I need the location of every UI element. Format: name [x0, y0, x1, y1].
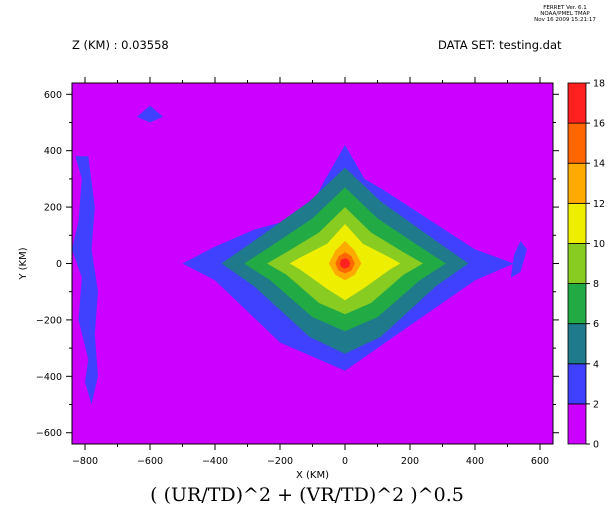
colorbar-label-3: 6 — [593, 319, 599, 330]
y-tick-label-0: −600 — [36, 428, 62, 439]
x-tick-label-2: −400 — [202, 456, 228, 467]
colorbar-band-0 — [567, 403, 587, 445]
colorbar-label-1: 2 — [593, 399, 599, 410]
y-tick-label-5: 400 — [44, 146, 62, 157]
ferret-version: FERRET Ver. 6.1 — [543, 5, 587, 11]
colorbar-band-1 — [567, 363, 587, 405]
colorbar-band-7 — [567, 122, 587, 164]
colorbar-band-8 — [567, 82, 587, 124]
y-tick-label-2: −200 — [36, 315, 62, 326]
ferret-org: NOAA/PMEL TMAP — [540, 11, 590, 17]
y-axis-title: Y (KM) — [18, 247, 29, 280]
colorbar-label-5: 10 — [593, 239, 605, 250]
x-tick-label-3: −200 — [267, 456, 293, 467]
side-feature-0 — [72, 156, 98, 405]
x-tick-label-6: 400 — [466, 456, 484, 467]
side-feature-1 — [510, 240, 527, 278]
x-tick-label-0: −800 — [72, 456, 98, 467]
colorbar-label-6: 12 — [593, 199, 605, 210]
side-feature-2 — [137, 105, 163, 123]
colorbar-label-4: 8 — [593, 279, 599, 290]
y-tick-label-3: 0 — [56, 259, 62, 270]
plot-formula: ( (UR/TD)^2 + (VR/TD)^2 )^0.5 — [150, 484, 464, 506]
y-tick-label-6: 600 — [44, 90, 62, 101]
x-tick-label-5: 200 — [401, 456, 419, 467]
y-tick-label-1: −400 — [36, 372, 62, 383]
x-tick-label-4: 0 — [342, 456, 348, 467]
dataset-label: DATA SET: testing.dat — [438, 38, 562, 52]
colorbar-band-5 — [567, 202, 587, 244]
colorbar-band-4 — [567, 243, 587, 284]
colorbar-band-3 — [567, 283, 587, 325]
y-tick-label-4: 200 — [44, 203, 62, 214]
ferret-timestamp: Nov 16 2009 15:21:17 — [534, 17, 596, 23]
ferret-stamp: FERRET Ver. 6.1 NOAA/PMEL TMAP Nov 16 20… — [521, 5, 609, 23]
colorbar-label-2: 4 — [593, 359, 599, 370]
colorbar-label-7: 14 — [593, 159, 605, 170]
colorbar-label-9: 18 — [593, 79, 605, 90]
x-axis-title: X (KM) — [296, 470, 329, 481]
x-tick-label-7: 600 — [531, 456, 549, 467]
contour-level-16 — [339, 257, 351, 269]
z-level-label: Z (KM) : 0.03558 — [72, 38, 169, 52]
colorbar-band-2 — [567, 323, 587, 365]
colorbar-label-8: 16 — [593, 119, 605, 130]
colorbar-label-0: 0 — [593, 440, 599, 451]
colorbar-band-6 — [567, 162, 587, 204]
x-tick-label-1: −600 — [137, 456, 163, 467]
